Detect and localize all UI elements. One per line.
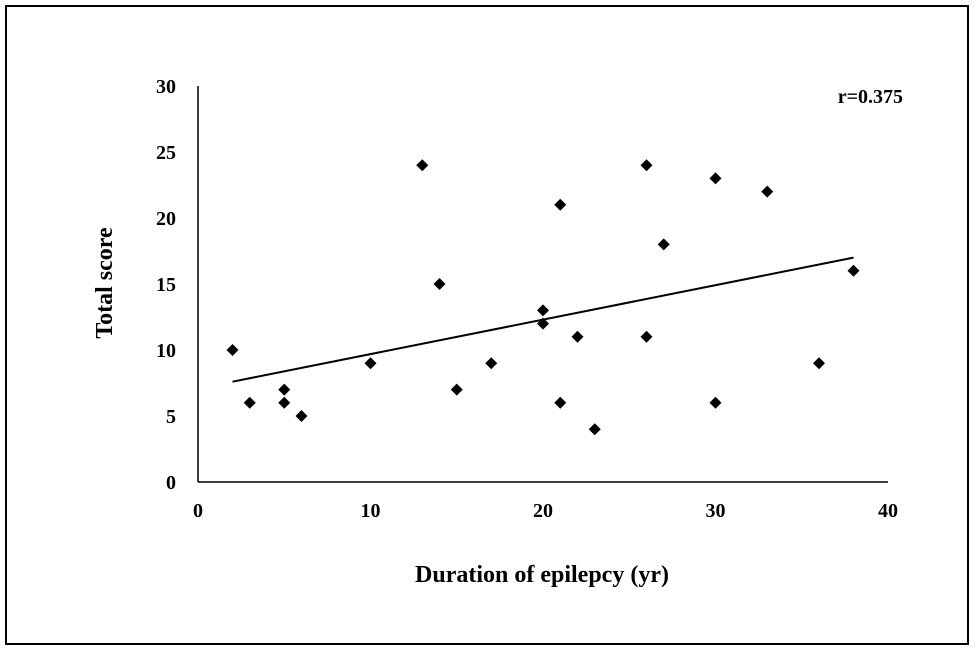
data-point <box>709 396 722 409</box>
data-point <box>226 344 239 356</box>
chart-frame <box>5 5 969 645</box>
data-point <box>588 423 601 436</box>
data-point <box>847 264 860 277</box>
y-axis-title: Total score <box>92 227 118 339</box>
data-point <box>554 198 567 211</box>
data-point <box>485 357 498 370</box>
data-point <box>813 357 825 370</box>
x-tick-label: 30 <box>706 500 726 522</box>
y-tick-label: 15 <box>156 274 176 296</box>
data-point <box>243 396 256 409</box>
data-point <box>278 383 291 396</box>
data-point <box>709 172 722 185</box>
x-tick-labels: 0 10 20 30 40 <box>193 500 898 522</box>
data-point <box>761 185 774 198</box>
data-point <box>554 396 567 409</box>
x-tick-label: 0 <box>193 500 203 522</box>
data-points <box>226 159 860 436</box>
data-point <box>537 317 549 330</box>
data-point <box>295 410 308 422</box>
axes <box>197 86 888 483</box>
x-tick-label: 40 <box>878 500 898 522</box>
x-tick-label: 20 <box>533 500 553 522</box>
y-tick-label: 0 <box>166 472 176 494</box>
data-point <box>640 330 653 343</box>
y-tick-label: 20 <box>156 208 176 230</box>
data-point <box>640 159 653 172</box>
data-point <box>416 159 429 172</box>
x-axis-title: Duration of epilepcy (yr) <box>415 562 669 588</box>
data-point <box>278 396 291 409</box>
y-tick-label: 5 <box>166 406 176 428</box>
data-point <box>450 383 463 396</box>
y-tick-label: 25 <box>156 142 176 164</box>
y-tick-label: 30 <box>156 76 176 98</box>
y-tick-label: 10 <box>156 340 176 362</box>
x-tick-label: 10 <box>361 500 381 522</box>
data-point <box>433 278 446 290</box>
data-point <box>364 357 377 370</box>
data-point <box>657 238 670 251</box>
data-point <box>571 330 584 343</box>
correlation-annotation: r=0.375 <box>838 86 903 108</box>
y-tick-labels: 0 5 10 15 20 25 30 <box>156 76 176 494</box>
data-point <box>537 304 549 317</box>
